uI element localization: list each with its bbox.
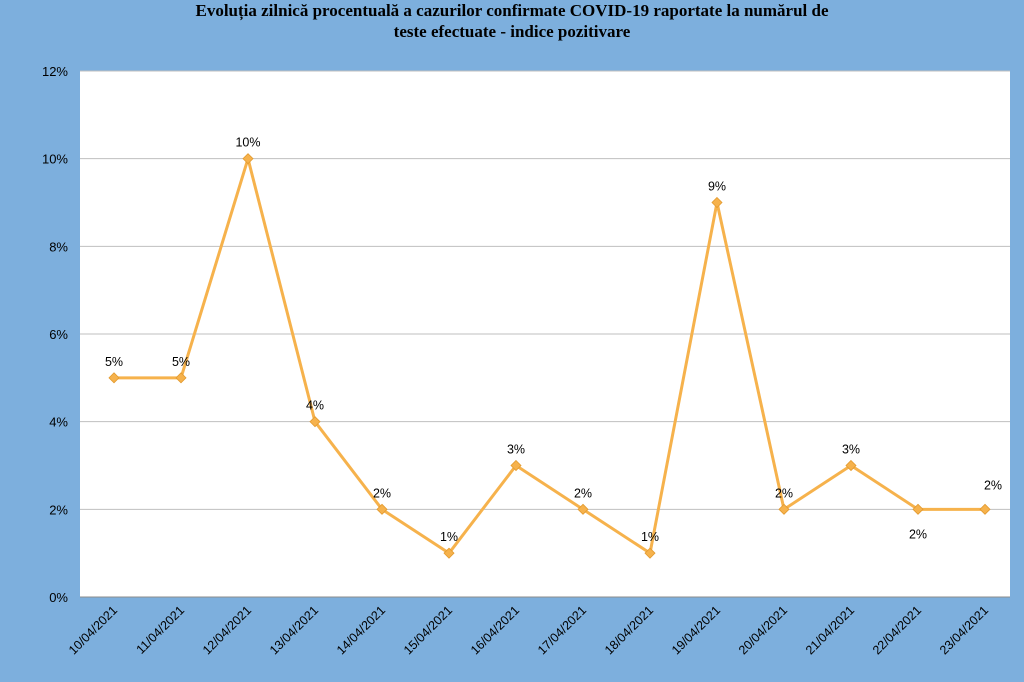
data-label: 1% xyxy=(440,530,458,544)
data-point xyxy=(242,153,254,165)
data-label: 1% xyxy=(641,530,659,544)
x-tick-label: 16/04/2021 xyxy=(468,603,522,657)
chart-title: Evoluția zilnică procentuală a cazurilor… xyxy=(0,0,1024,42)
series-line xyxy=(112,157,987,555)
x-tick-label: 15/04/2021 xyxy=(401,603,455,657)
data-label: 2% xyxy=(373,486,391,500)
x-tick-label: 10/04/2021 xyxy=(66,603,120,657)
data-label: 2% xyxy=(909,527,927,541)
data-label: 4% xyxy=(306,399,324,413)
data-point xyxy=(845,459,857,472)
chart-title-line-1: Evoluția zilnică procentuală a cazurilor… xyxy=(195,1,829,20)
data-point xyxy=(510,459,522,472)
data-label: 5% xyxy=(172,355,190,369)
x-tick-label: 11/04/2021 xyxy=(134,603,188,657)
data-label: 3% xyxy=(842,443,860,457)
y-tick-label: 12% xyxy=(42,64,68,79)
x-tick-label: 17/04/2021 xyxy=(535,603,589,657)
x-tick-label: 19/04/2021 xyxy=(669,603,723,657)
data-point xyxy=(309,416,321,428)
x-tick-label: 13/04/2021 xyxy=(267,603,321,657)
x-tick-label: 18/04/2021 xyxy=(602,603,656,657)
data-label: 2% xyxy=(574,486,592,500)
y-tick-label: 2% xyxy=(49,502,68,517)
data-point xyxy=(912,503,924,515)
data-label: 2% xyxy=(984,478,1002,492)
y-tick-label: 8% xyxy=(49,239,68,254)
x-tick-label: 12/04/2021 xyxy=(200,603,254,657)
data-label: 2% xyxy=(775,486,793,500)
data-label: 5% xyxy=(105,355,123,369)
data-point xyxy=(443,547,455,559)
data-point xyxy=(778,503,790,515)
data-point xyxy=(376,503,388,515)
y-tick-label: 4% xyxy=(49,415,68,430)
y-tick-label: 10% xyxy=(42,152,68,167)
x-tick-label: 20/04/2021 xyxy=(736,603,790,657)
data-point xyxy=(644,547,656,559)
y-tick-label: 6% xyxy=(49,327,68,342)
y-tick-label: 0% xyxy=(49,590,68,605)
data-label: 9% xyxy=(708,180,726,194)
data-point xyxy=(711,196,723,209)
data-point xyxy=(175,372,187,384)
data-label: 10% xyxy=(235,136,260,150)
x-tick-label: 23/04/2021 xyxy=(937,603,991,657)
data-point xyxy=(108,372,120,384)
x-tick-label: 21/04/2021 xyxy=(803,603,857,657)
x-tick-label: 14/04/2021 xyxy=(334,603,388,657)
data-point xyxy=(979,503,991,515)
x-tick-label: 22/04/2021 xyxy=(870,603,924,657)
data-label: 3% xyxy=(507,443,525,457)
data-point xyxy=(577,503,589,515)
chart-title-line-2: teste efectuate - indice pozitivare xyxy=(393,22,631,41)
